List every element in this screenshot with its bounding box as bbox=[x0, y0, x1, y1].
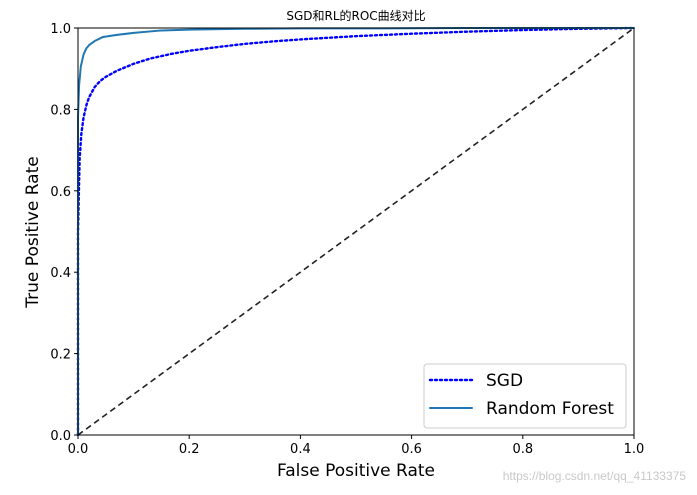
legend-label-sgd: SGD bbox=[486, 371, 523, 391]
x-tick-label: 0.0 bbox=[68, 442, 89, 457]
y-tick-label: 0.4 bbox=[50, 266, 71, 281]
reference-layer bbox=[77, 27, 635, 436]
x-tick-label: 0.4 bbox=[290, 442, 311, 457]
x-tick-label: 0.6 bbox=[401, 442, 422, 457]
y-tick-label: 0.2 bbox=[50, 348, 71, 363]
series-line-sgd bbox=[76, 26, 636, 437]
legend: SGD Random Forest bbox=[423, 363, 627, 429]
y-axis-label: True Positive Rate bbox=[23, 156, 43, 308]
x-tick-label: 0.8 bbox=[512, 442, 533, 457]
chance-diagonal-line bbox=[77, 27, 635, 436]
y-tick-label: 0.0 bbox=[50, 429, 71, 444]
x-axis-ticks: 0.0 0.2 0.4 0.6 0.8 1.0 bbox=[68, 435, 645, 457]
x-tick-label: 1.0 bbox=[624, 442, 645, 457]
legend-label-random-forest: Random Forest bbox=[486, 399, 614, 419]
x-tick-label: 0.2 bbox=[179, 442, 200, 457]
y-tick-label: 0.8 bbox=[50, 103, 71, 118]
x-axis-label: False Positive Rate bbox=[277, 461, 435, 481]
y-tick-label: 1.0 bbox=[50, 22, 71, 37]
legend-box bbox=[423, 363, 627, 429]
watermark-text: https://blog.csdn.net/qq_41133375 bbox=[503, 469, 687, 483]
chart-title: SGD和RL的ROC曲线对比 bbox=[286, 8, 425, 23]
y-tick-label: 0.6 bbox=[50, 185, 71, 200]
axes-frame bbox=[77, 27, 635, 436]
y-axis-ticks: 0.0 0.2 0.4 0.6 0.8 1.0 bbox=[50, 22, 78, 444]
